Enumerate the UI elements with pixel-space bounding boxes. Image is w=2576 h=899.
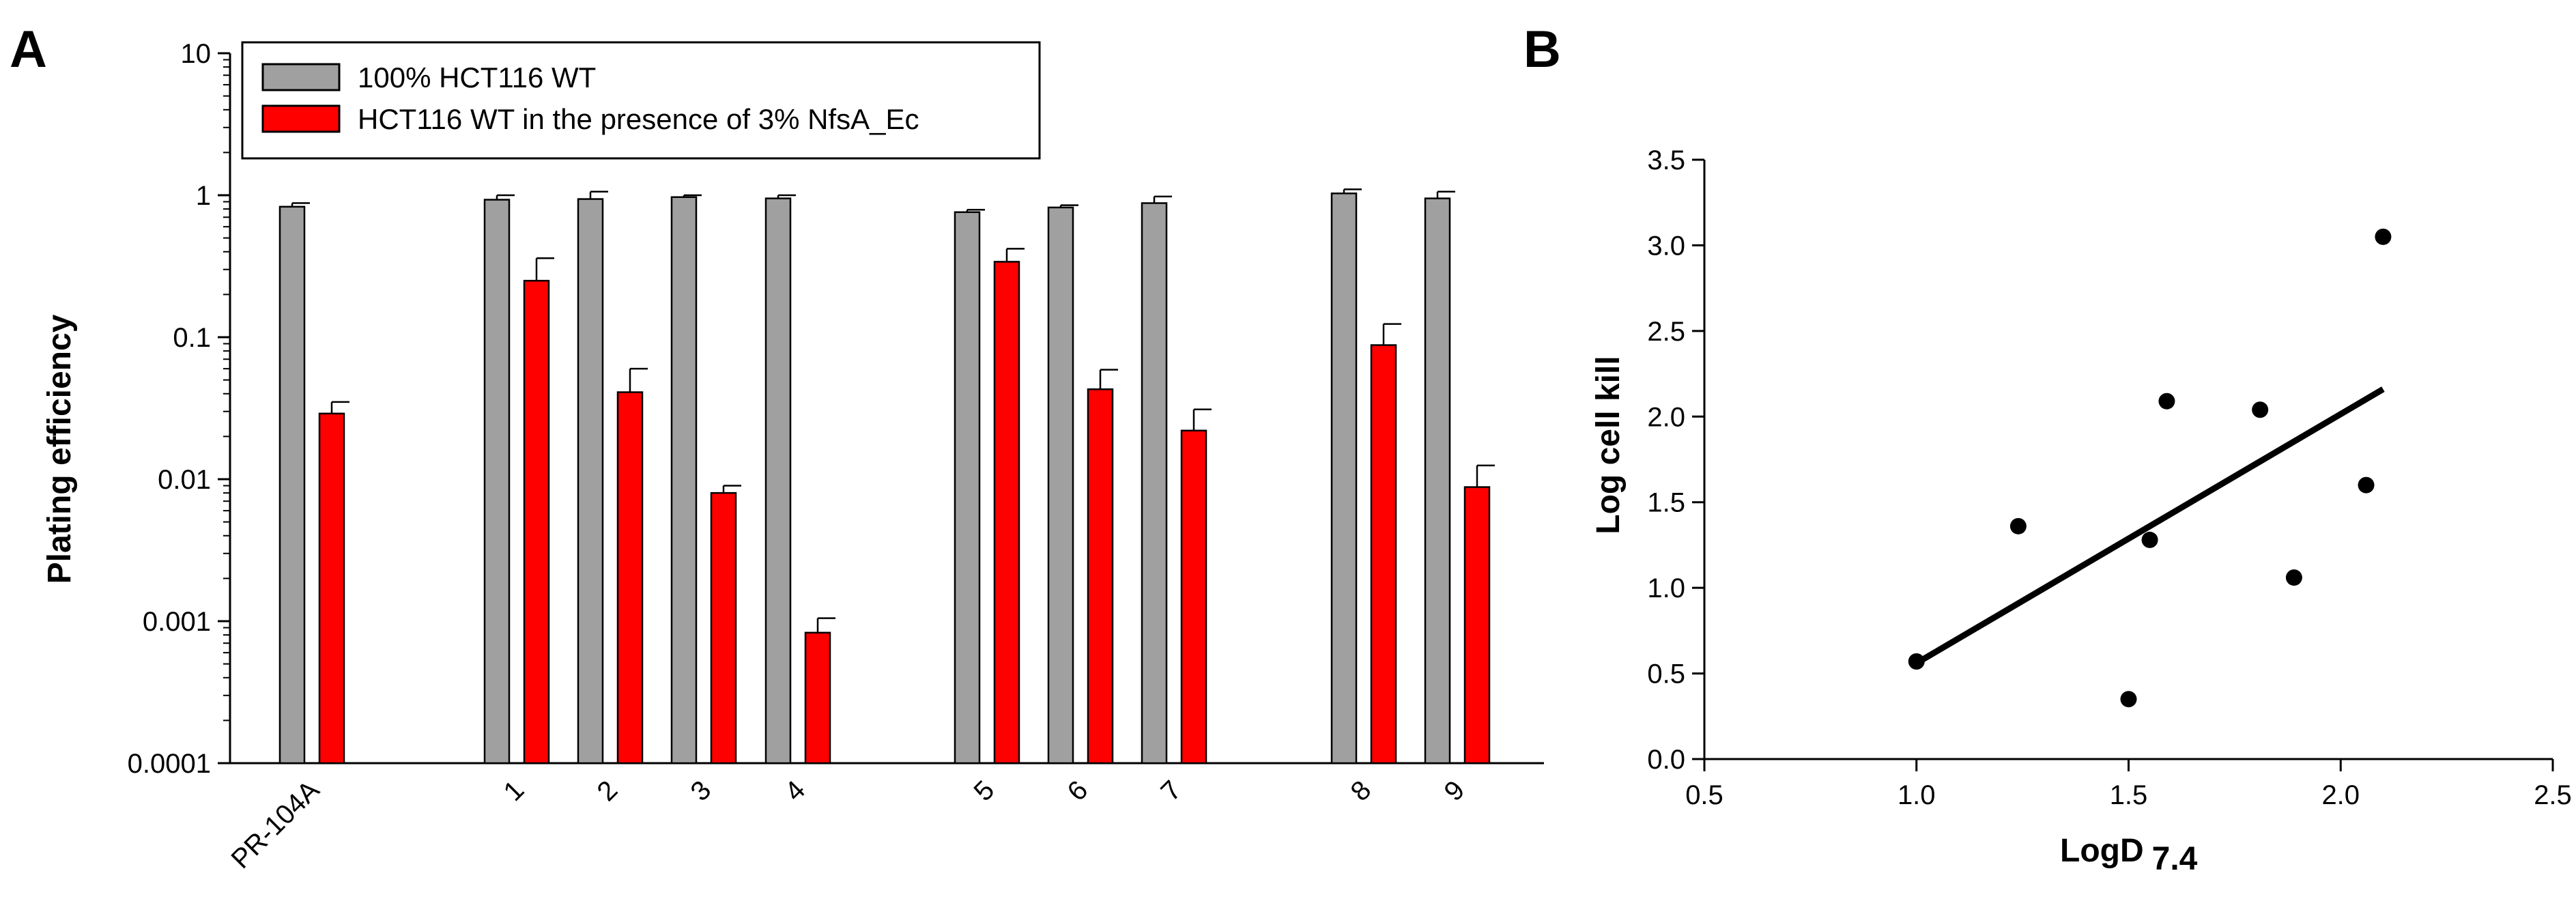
x-tick-label: 1 bbox=[498, 775, 530, 807]
x-tick-label: 8 bbox=[1345, 775, 1377, 807]
y-tick-label: 0.5 bbox=[1647, 659, 1685, 689]
bar-nfsa bbox=[993, 261, 1020, 765]
y-tick-label: 2.5 bbox=[1647, 317, 1685, 347]
x-tick-label: 2 bbox=[592, 775, 624, 807]
x-tick-label: 2.5 bbox=[2534, 780, 2572, 810]
x-tick-label: PR-104A bbox=[225, 775, 325, 874]
y-tick-label: 0.0001 bbox=[128, 749, 211, 779]
x-tick-label: 6 bbox=[1062, 775, 1094, 807]
bar-wt bbox=[1047, 206, 1074, 765]
legend: 100% HCT116 WT HCT116 WT in the presence… bbox=[241, 41, 1041, 160]
x-tick-label: 3 bbox=[685, 775, 717, 807]
bar-wt bbox=[764, 197, 792, 765]
x-axis-title: LogD 7.4 bbox=[2060, 833, 2198, 877]
y-axis-title: Plating efficiency bbox=[42, 314, 78, 584]
legend-swatch-nfsa bbox=[261, 104, 341, 133]
bar-nfsa bbox=[710, 491, 737, 765]
bar-nfsa bbox=[318, 412, 345, 765]
bar-chart-panel-a: Plating efficiency 10 1 0.1 0.01 0.001 0.0001… bbox=[42, 39, 1544, 874]
legend-label-wt: 100% HCT116 WT bbox=[358, 61, 596, 94]
y-tick-label: 3.5 bbox=[1647, 145, 1685, 175]
x-tick-label: 5 bbox=[969, 775, 1001, 807]
bar-wt bbox=[278, 205, 306, 765]
panel-b-label: B bbox=[1523, 20, 1561, 79]
y-axis-title: Log cell kill bbox=[1590, 356, 1627, 534]
legend-label-nfsa: HCT116 WT in the presence of 3% NfsA_Ec bbox=[358, 103, 919, 135]
x-tick-label: 2.0 bbox=[2321, 780, 2360, 810]
data-point bbox=[2375, 228, 2392, 245]
x-tick-label: 4 bbox=[779, 775, 812, 807]
y-tick-label: 2.0 bbox=[1647, 402, 1685, 432]
y-tick-label: 0.01 bbox=[158, 465, 211, 495]
legend-swatch-wt bbox=[261, 63, 341, 91]
data-point bbox=[2358, 476, 2375, 494]
bar-nfsa bbox=[616, 391, 644, 765]
y-tick-label: 0.001 bbox=[143, 607, 211, 637]
bar-wt bbox=[1424, 197, 1451, 765]
points bbox=[1908, 228, 2392, 708]
x-axis-title-subscript: 7.4 bbox=[2152, 841, 2198, 877]
bar-nfsa bbox=[1370, 344, 1397, 765]
bar-nfsa bbox=[523, 279, 550, 765]
data-point bbox=[2158, 393, 2175, 410]
y-tick-label: 10 bbox=[181, 39, 212, 69]
axes: 10 1 0.1 0.01 0.001 0.0001 bbox=[128, 39, 1544, 779]
x-tick-label: 0.5 bbox=[1685, 780, 1723, 810]
bar-wt bbox=[1330, 192, 1358, 765]
bar-wt bbox=[670, 196, 698, 765]
x-tick-label: 1.0 bbox=[1898, 780, 1936, 810]
y-tick-label: 1.5 bbox=[1647, 488, 1685, 518]
bar-wt bbox=[954, 211, 981, 765]
data-point bbox=[2141, 531, 2158, 548]
x-tick-label: 7 bbox=[1156, 775, 1188, 807]
regression-line bbox=[1915, 386, 2385, 666]
bar-wt bbox=[1141, 202, 1168, 765]
x-tick-label: 9 bbox=[1439, 775, 1471, 807]
x-tick-label: 1.5 bbox=[2110, 780, 2148, 810]
data-point bbox=[2285, 569, 2302, 586]
y-tick-label: 1.0 bbox=[1647, 573, 1685, 603]
y-tick-label: 3.0 bbox=[1647, 231, 1685, 261]
legend-box bbox=[241, 41, 1041, 160]
y-tick-label: 0.1 bbox=[173, 323, 211, 353]
data-point bbox=[2120, 691, 2137, 708]
scatter-chart-panel-b: Log cell kill LogD 7.4 0.00.51.01.52.02.5… bbox=[1590, 145, 2572, 877]
x-tick-labels: PR-104A 1 2 3 4 5 6 7 8 9 bbox=[225, 775, 1470, 874]
y-tick-label: 0.0 bbox=[1647, 745, 1685, 775]
bar-wt bbox=[577, 198, 604, 765]
panel-a-label: A bbox=[10, 20, 47, 79]
bar-nfsa bbox=[1087, 388, 1114, 765]
bar-nfsa bbox=[1180, 429, 1207, 765]
bar-nfsa bbox=[1463, 486, 1491, 765]
x-axis-title-main: LogD bbox=[2060, 833, 2144, 869]
axes: 0.00.51.01.52.02.53.03.50.5 1.0 1.5 2.0 2.5 bbox=[1647, 145, 2571, 810]
fit-line bbox=[1915, 386, 2385, 666]
bars bbox=[278, 188, 1495, 765]
y-tick-label: 1 bbox=[196, 181, 211, 211]
data-point bbox=[2009, 517, 2027, 534]
data-point bbox=[1908, 653, 1925, 670]
bar-wt bbox=[483, 199, 511, 765]
bar-nfsa bbox=[804, 631, 831, 765]
data-point bbox=[2252, 401, 2269, 418]
